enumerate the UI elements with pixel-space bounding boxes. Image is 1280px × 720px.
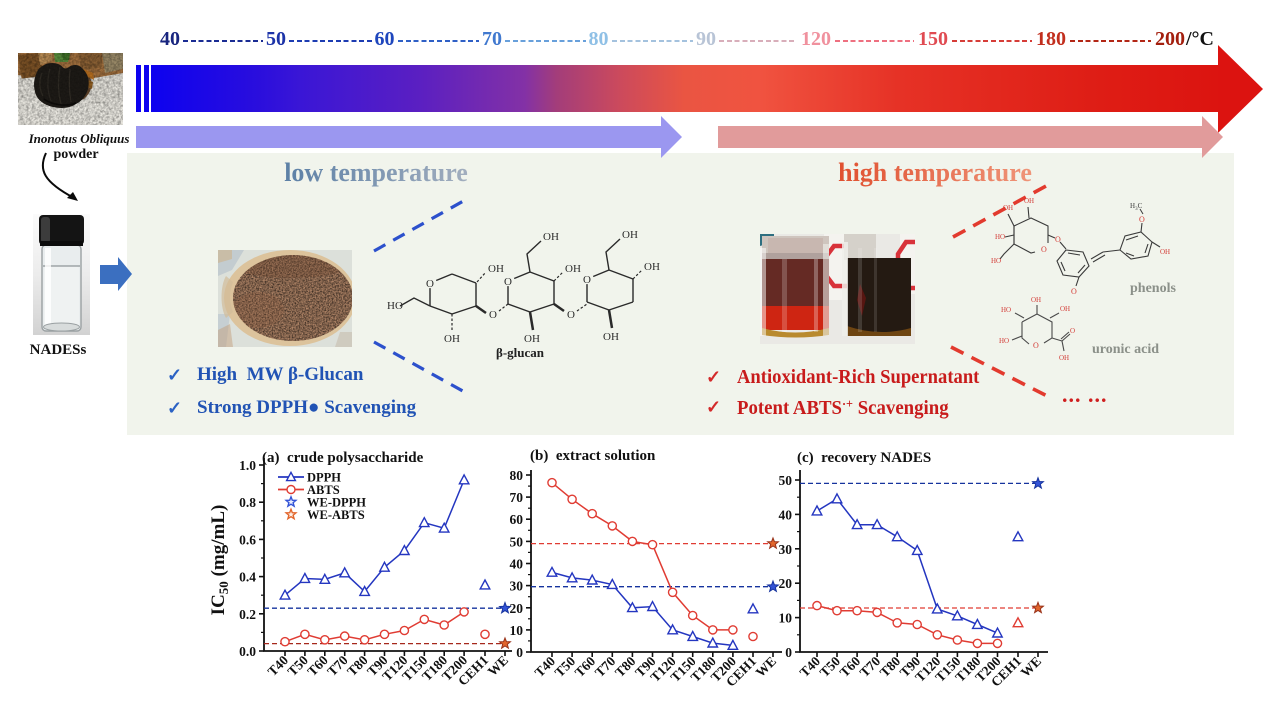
svg-text:OH: OH <box>488 263 504 275</box>
svg-text:50: 50 <box>510 534 524 549</box>
svg-text:WE: WE <box>753 654 780 681</box>
svg-text:HO: HO <box>1001 306 1011 314</box>
svg-text:20: 20 <box>510 601 524 616</box>
svg-text:H3C: H3C <box>1130 202 1143 212</box>
svg-text:O: O <box>1139 215 1145 224</box>
svg-text:OH: OH <box>1060 305 1070 313</box>
svg-text:0.0: 0.0 <box>239 644 256 659</box>
svg-text:O: O <box>504 276 512 288</box>
svg-text:O: O <box>1055 235 1061 244</box>
svg-text:0.6: 0.6 <box>239 532 256 547</box>
svg-text:0.2: 0.2 <box>239 607 256 622</box>
svg-text:HO: HO <box>995 233 1005 241</box>
svg-text:80: 80 <box>510 468 524 483</box>
svg-text:20: 20 <box>779 576 793 591</box>
svg-text:WE-ABTS: WE-ABTS <box>307 508 365 522</box>
svg-text:O: O <box>1070 327 1075 335</box>
svg-text:1.0: 1.0 <box>239 458 256 473</box>
svg-text:WE: WE <box>1018 654 1045 681</box>
svg-text:(c) recovery NADES: (c) recovery NADES <box>797 450 931 466</box>
svg-text:OH: OH <box>543 231 559 243</box>
svg-text:O: O <box>1071 287 1077 296</box>
svg-text:70: 70 <box>510 490 524 505</box>
svg-text:50: 50 <box>779 473 793 488</box>
svg-text:O: O <box>583 274 591 286</box>
svg-text:WE-DPPH: WE-DPPH <box>307 496 366 510</box>
svg-text:O: O <box>426 278 434 290</box>
svg-text:0.4: 0.4 <box>239 570 256 585</box>
svg-text:OH: OH <box>603 331 619 343</box>
svg-text:0: 0 <box>516 645 523 660</box>
svg-text:30: 30 <box>510 579 524 594</box>
svg-text:O: O <box>567 309 575 321</box>
svg-text:OH: OH <box>1160 248 1170 256</box>
svg-text:OH: OH <box>524 333 540 345</box>
svg-text:O: O <box>1033 341 1039 350</box>
svg-text:40: 40 <box>779 507 793 522</box>
svg-text:0.8: 0.8 <box>239 495 256 510</box>
svg-text:IC50 (mg/mL): IC50 (mg/mL) <box>208 505 231 616</box>
svg-text:OH: OH <box>1031 296 1041 304</box>
svg-text:WE: WE <box>485 653 512 680</box>
svg-text:DPPH: DPPH <box>307 471 341 485</box>
svg-text:OH: OH <box>622 229 638 241</box>
svg-text:OH: OH <box>565 263 581 275</box>
svg-text:HO: HO <box>991 257 1001 265</box>
svg-text:OH: OH <box>644 261 660 273</box>
svg-text:OH: OH <box>1059 354 1069 362</box>
svg-text:10: 10 <box>510 623 524 638</box>
svg-text:HO: HO <box>387 300 403 312</box>
svg-text:O: O <box>1041 245 1047 254</box>
svg-text:30: 30 <box>779 542 793 557</box>
svg-text:OH: OH <box>444 333 460 345</box>
svg-text:0: 0 <box>785 645 792 660</box>
svg-text:OH: OH <box>1003 204 1013 212</box>
svg-text:HO: HO <box>999 337 1009 345</box>
svg-text:10: 10 <box>779 611 793 626</box>
svg-text:OH: OH <box>1024 197 1034 205</box>
svg-text:60: 60 <box>510 512 524 527</box>
svg-text:β-glucan: β-glucan <box>496 345 545 360</box>
svg-text:(a) crude polysaccharide: (a) crude polysaccharide <box>262 450 424 466</box>
svg-text:(b) extract solution: (b) extract solution <box>530 448 656 464</box>
svg-text:O: O <box>489 309 497 321</box>
svg-text:40: 40 <box>510 557 524 572</box>
svg-text:ABTS: ABTS <box>307 483 340 497</box>
